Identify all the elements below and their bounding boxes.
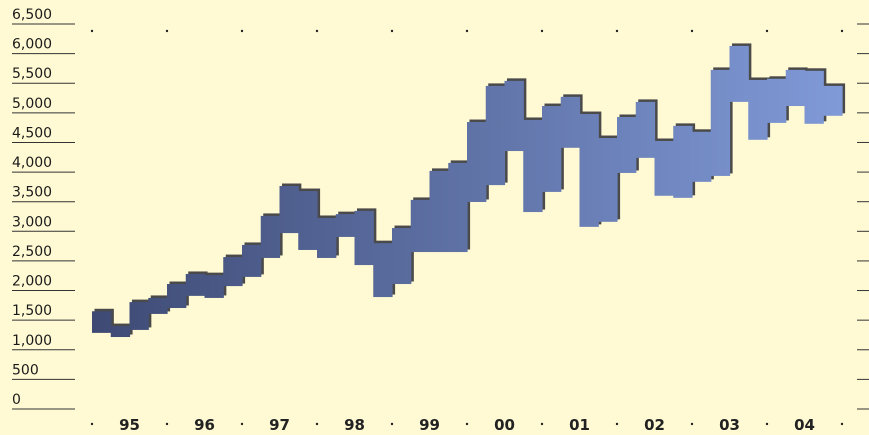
range-bar [223, 257, 243, 287]
range-bar [392, 228, 412, 285]
range-bar [92, 311, 112, 333]
range-bar [298, 191, 318, 250]
x-tick-label: 03 [719, 416, 740, 434]
x-tick-label: 97 [269, 416, 290, 434]
range-bar [429, 170, 449, 253]
range-bar [204, 275, 224, 298]
x-tick-label: 95 [119, 416, 140, 434]
x-dot [465, 422, 469, 426]
x-tick-label: 00 [494, 416, 515, 434]
range-bar [410, 199, 431, 253]
y-tick-label: 500 [12, 362, 39, 378]
range-bar [373, 243, 393, 298]
top-dot [240, 29, 244, 33]
top-dot [165, 29, 169, 33]
range-bar [317, 217, 337, 258]
y-tick-label: 6,000 [12, 37, 52, 53]
range-bar [598, 138, 618, 222]
range-bar [504, 80, 524, 152]
range-bar [448, 162, 468, 253]
range-bar [242, 244, 262, 277]
range-bar [485, 85, 506, 186]
range-bar [523, 119, 543, 213]
range-bar [110, 326, 131, 338]
y-tick-label: 4,000 [12, 155, 52, 171]
x-dot [690, 422, 694, 426]
range-bar [767, 78, 787, 123]
x-tick-label: 04 [794, 416, 815, 434]
x-tick-label: 96 [194, 416, 215, 434]
y-tick-label: 2,500 [12, 244, 52, 260]
range-bar [467, 122, 487, 202]
top-dot [615, 29, 619, 33]
range-bar [748, 79, 768, 140]
range-bar [579, 114, 599, 227]
y-tick-label: 3,000 [12, 214, 52, 230]
range-bar [692, 131, 712, 182]
x-dot [315, 422, 319, 426]
range-bar [673, 125, 693, 198]
x-dot [240, 422, 244, 426]
range-bar [542, 106, 562, 192]
range-bar [617, 116, 637, 173]
x-tick-label: 02 [644, 416, 665, 434]
x-dot [765, 422, 769, 426]
x-dot [540, 422, 544, 426]
top-dot [90, 29, 94, 33]
range-bar [560, 96, 581, 148]
top-dot [390, 29, 394, 33]
top-dot [465, 29, 469, 33]
x-dot [840, 422, 844, 426]
x-tick-label: 98 [344, 416, 365, 434]
range-bar [260, 215, 281, 258]
range-bar [279, 185, 299, 234]
range-bar [335, 214, 356, 237]
range-bar [710, 69, 731, 176]
range-bar [635, 101, 656, 158]
top-dot [840, 29, 844, 33]
range-bar [729, 45, 749, 102]
range-bar [654, 140, 674, 196]
y-tick-label: 2,000 [12, 274, 52, 290]
top-dot [315, 29, 319, 33]
x-tick-label: 99 [419, 416, 440, 434]
y-tick-label: 4,500 [12, 125, 52, 141]
x-dot [615, 422, 619, 426]
y-tick-label: 5,500 [12, 66, 52, 82]
range-bar [129, 302, 149, 330]
y-tick-label: 6,500 [12, 7, 52, 23]
range-bar [167, 284, 187, 309]
range-bar [785, 69, 806, 107]
range-bar [148, 297, 168, 314]
y-tick-label: 1,000 [12, 333, 52, 349]
x-tick-label: 01 [569, 416, 590, 434]
range-bar [804, 70, 824, 124]
y-tick-label: 3,500 [12, 185, 52, 201]
x-dot [165, 422, 169, 426]
range-layer [92, 45, 843, 338]
top-dot [690, 29, 694, 33]
y-tick-label: 1,500 [12, 303, 52, 319]
top-dot [765, 29, 769, 33]
x-dot [390, 422, 394, 426]
range-bar [185, 273, 206, 296]
range-bar [823, 85, 843, 116]
x-dot [90, 422, 94, 426]
range-bar [354, 210, 374, 266]
y-tick-label: 0 [12, 392, 21, 408]
y-tick-label: 5,000 [12, 96, 52, 112]
top-dot [540, 29, 544, 33]
